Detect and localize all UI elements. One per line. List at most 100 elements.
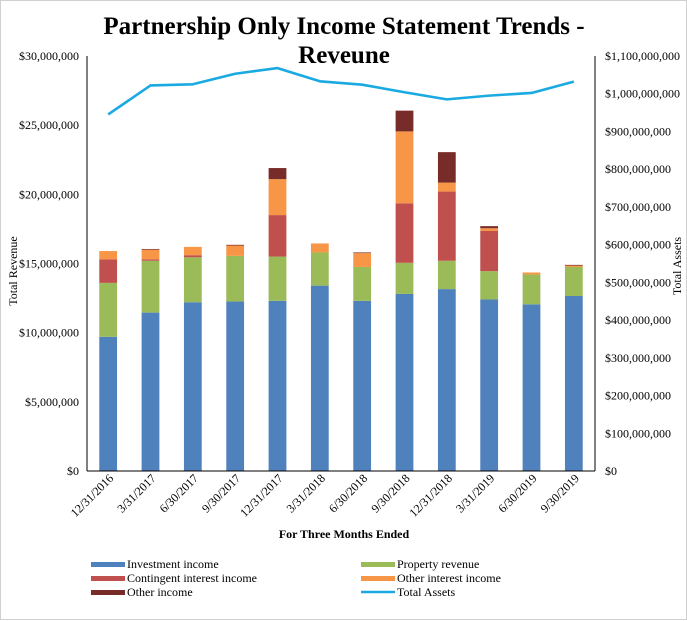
bar-segment [564, 264, 583, 266]
legend-swatch [91, 562, 125, 567]
x-tick-label: 6/30/2019 [495, 471, 539, 515]
legend-swatch [361, 562, 395, 567]
legend-label: Contingent interest income [127, 571, 257, 585]
bar-segment [268, 168, 287, 180]
bar-segment [310, 285, 329, 471]
x-tick-label: 9/30/2018 [368, 471, 412, 515]
bar-segment [480, 271, 499, 300]
y-tick-label: $15,000,000 [19, 257, 79, 271]
bar-segment [353, 252, 372, 254]
y2-tick-label: $0 [605, 464, 617, 478]
bar-segment [522, 304, 541, 471]
x-tick-label: 6/30/2018 [326, 471, 370, 515]
bar-segment [99, 251, 118, 260]
bar-segment [564, 296, 583, 471]
bar-segment [395, 262, 414, 294]
y-tick-label: $10,000,000 [19, 326, 79, 340]
bar-segment [353, 300, 372, 471]
bar-segment [99, 259, 118, 283]
legend-label: Other income [127, 585, 193, 599]
x-tick-label: 6/30/2017 [157, 471, 201, 515]
bar-segment [183, 246, 202, 256]
bar-segment [268, 215, 287, 257]
y2-tick-label: $700,000,000 [605, 200, 671, 214]
bar-segment [268, 300, 287, 471]
x-tick-label: 12/31/2016 [68, 471, 117, 520]
bar-segment [395, 131, 414, 204]
bar-segment [437, 182, 456, 192]
x-tick-label: 3/31/2017 [114, 471, 158, 515]
x-tick-label: 3/31/2019 [453, 471, 497, 515]
y2-tick-label: $400,000,000 [605, 313, 671, 327]
y-tick-label: $5,000,000 [25, 395, 79, 409]
y2-tick-label: $300,000,000 [605, 351, 671, 365]
bar-segment [480, 299, 499, 471]
bar-segment [437, 260, 456, 290]
y-axis-title: Total Revenue [6, 236, 20, 305]
legend-label: Other interest income [397, 571, 501, 585]
y-tick-label: $0 [67, 464, 79, 478]
y-tick-label: $20,000,000 [19, 187, 79, 201]
bar-segment [395, 293, 414, 471]
bar-segment [141, 248, 160, 250]
bar-segment [226, 301, 245, 471]
y2-axis-title: Total Assets [670, 237, 684, 295]
x-axis-title: For Three Months Ended [279, 527, 410, 541]
x-tick-label: 9/30/2019 [538, 471, 582, 515]
y2-tick-label: $100,000,000 [605, 426, 671, 440]
bar-segment [353, 266, 372, 301]
bar-segment [268, 179, 287, 216]
bar-segment [437, 152, 456, 183]
x-tick-label: 12/31/2017 [237, 471, 286, 520]
total-assets-line [107, 66, 575, 116]
bar-segment [564, 265, 583, 267]
y2-tick-label: $800,000,000 [605, 162, 671, 176]
bar-segment [183, 257, 202, 303]
bar-segment [226, 245, 245, 256]
y2-tick-label: $200,000,000 [605, 389, 671, 403]
bar-segment [141, 260, 160, 313]
legend-label: Investment income [127, 557, 219, 571]
y2-tick-label: $600,000,000 [605, 238, 671, 252]
bar-segment [99, 336, 118, 471]
bar-segment [480, 228, 499, 231]
bar-segment [226, 255, 245, 302]
bar-segment [564, 266, 583, 297]
bar-segment [522, 274, 541, 305]
legend-swatch [361, 576, 395, 581]
bar-segment [268, 256, 287, 301]
bar-segment [480, 226, 499, 229]
bar-segment [480, 230, 499, 272]
bar-segment [437, 191, 456, 261]
x-tick-label: 3/31/2018 [284, 471, 328, 515]
legend: Investment income Property revenue Conting… [91, 557, 501, 599]
x-tick-label: 9/30/2017 [199, 471, 243, 515]
y2-tick-label: $500,000,000 [605, 275, 671, 289]
y-tick-label: $30,000,000 [19, 49, 79, 63]
bar-segment [183, 255, 202, 258]
chart-title-line2: Reveune [298, 42, 390, 69]
y-tick-label: $25,000,000 [19, 118, 79, 132]
bar-segment [310, 252, 329, 286]
bar-segment [310, 243, 329, 253]
legend-swatch [91, 590, 125, 595]
x-tick-label: 12/31/2018 [406, 471, 455, 520]
y2-tick-label: $1,100,000,000 [605, 49, 680, 63]
bar-segment [522, 272, 541, 275]
bar-segment [395, 203, 414, 263]
bar-segment [353, 253, 372, 267]
bar-segment [183, 302, 202, 471]
bar-segment [226, 244, 245, 246]
bar-segment [141, 249, 160, 260]
bar-segment [141, 259, 160, 261]
legend-label: Total Assets [397, 585, 455, 599]
bar-segment [99, 282, 118, 337]
y2-tick-label: $900,000,000 [605, 124, 671, 138]
legend-label: Property revenue [397, 557, 479, 571]
bar-segment [395, 110, 414, 132]
bar-segment [141, 312, 160, 471]
y2-tick-label: $1,000,000,000 [605, 87, 680, 101]
legend-swatch [91, 576, 125, 581]
